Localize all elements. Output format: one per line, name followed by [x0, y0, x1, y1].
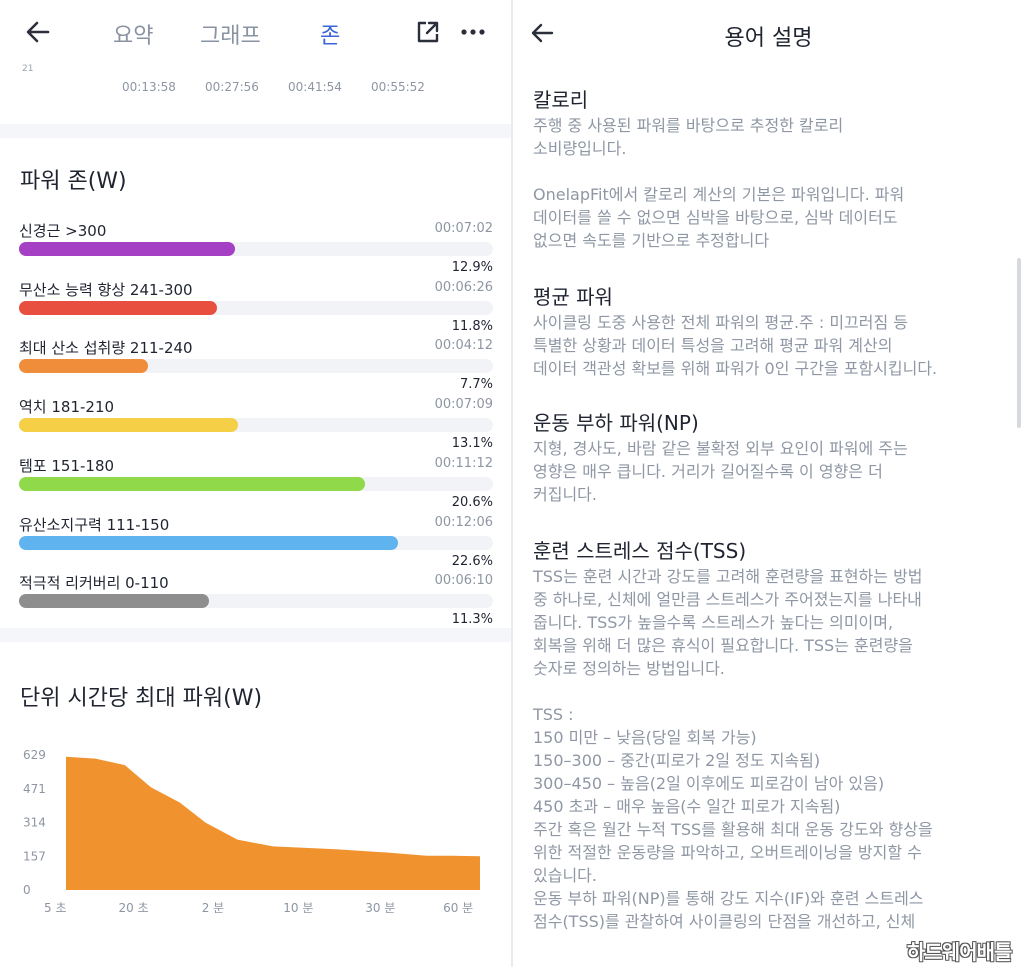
x-tick-label: 20 초 [119, 901, 149, 915]
max-power-area [66, 756, 480, 890]
tab-summary[interactable]: 요약 [113, 24, 154, 49]
x-tick-label: 2 분 [202, 901, 225, 915]
zone-percent: 11.3% [451, 612, 493, 628]
term-heading-calorie: 칼로리 [533, 88, 589, 112]
axis-label-partial: 21 [22, 64, 34, 74]
y-tick-label: 0 [23, 883, 31, 897]
zone-time: 00:07:02 [434, 221, 493, 236]
zone-row: 최대 산소 섭취량 211-240 00:04:12 7.7% [19, 337, 494, 393]
zone-percent: 20.6% [451, 494, 493, 510]
y-tick-label: 471 [23, 782, 46, 796]
zone-bar-fill [19, 242, 235, 256]
zone-time: 00:06:26 [434, 279, 493, 295]
time-tick: 00:27:56 [205, 80, 259, 94]
zone-time: 00:07:09 [434, 397, 493, 413]
zone-label: 템포 151-180 [19, 456, 115, 475]
tab-zone[interactable]: 존 [320, 24, 341, 49]
zone-percent: 12.9% [451, 260, 493, 275]
zone-bar-track [19, 535, 493, 550]
section-divider [0, 124, 511, 138]
zone-time: 00:06:10 [434, 573, 493, 589]
glossary-panel: 용어 설명 칼로리 주행 중 사용된 파워를 바탕으로 추정한 칼로리 소비량입… [513, 0, 1024, 967]
zone-percent: 13.1% [451, 436, 493, 452]
share-icon[interactable] [414, 18, 442, 46]
zone-time: 00:11:12 [434, 455, 493, 471]
zone-row: 역치 181-210 00:07:09 13.1% [19, 396, 494, 452]
x-tick-label: 30 분 [365, 901, 395, 915]
max-power-chart: 629 471 314 157 0 5 초 20 초 2 분 10 분 30 분 60 분 [23, 748, 481, 915]
zone-row: 유산소지구력 111-150 00:12:06 22.6% [19, 514, 494, 570]
zone-label: 무산소 능력 향상 241-300 [19, 280, 193, 299]
x-tick-label: 5 초 [44, 901, 67, 915]
y-tick-label: 629 [23, 748, 46, 762]
term-body-avg-power: 사이클링 도중 사용한 전체 파워의 평균.주 : 미끄러짐 등 특별한 상황과… [533, 313, 938, 378]
zone-bar-track [19, 300, 493, 315]
scrollbar[interactable] [1017, 258, 1021, 428]
tab-graph[interactable]: 그래프 [200, 24, 261, 49]
term-heading-np: 운동 부하 파워(NP) [533, 411, 699, 435]
zone-row: 적극적 리커버리 0-110 00:06:10 11.3% [19, 572, 494, 628]
y-tick-label: 157 [23, 849, 46, 863]
back-arrow-icon[interactable] [22, 16, 54, 48]
zone-bar-fill [19, 418, 238, 433]
x-tick-label: 60 분 [443, 901, 473, 915]
term-heading-avg-power: 평균 파워 [533, 285, 613, 309]
zone-bar-track [19, 418, 493, 433]
glossary-title: 용어 설명 [724, 26, 813, 51]
term-body-tss: TSS는 훈련 시간과 강도를 고려해 훈련량을 표현하는 방법 중 하나로, … [533, 567, 933, 931]
term-body-calorie: 주행 중 사용된 파워를 바탕으로 추정한 칼로리 소비량입니다. Onelap… [533, 116, 905, 250]
time-tick: 00:13:58 [122, 80, 176, 94]
zone-label: 적극적 리커버리 0-110 [19, 574, 169, 593]
zone-label: 역치 181-210 [19, 398, 115, 417]
zone-bar-fill [19, 535, 398, 550]
zone-percent: 22.6% [451, 553, 493, 569]
zone-bar-fill [19, 594, 209, 609]
zone-percent: 7.7% [459, 377, 493, 393]
zone-bar-fill [19, 359, 148, 374]
zone-label: 신경근 >300 [19, 222, 107, 240]
back-arrow-icon[interactable] [527, 18, 557, 48]
zone-time: 00:04:12 [434, 338, 493, 354]
x-tick-label: 10 분 [283, 901, 313, 915]
zone-bar-track [19, 242, 493, 256]
zone-percent: 11.8% [451, 318, 493, 334]
watermark-logo: 하드웨어배틀 [907, 940, 1012, 964]
term-heading-tss: 훈련 스트레스 점수(TSS) [533, 539, 747, 563]
zone-label: 유산소지구력 111-150 [19, 515, 170, 534]
zone-bar-fill [19, 300, 217, 315]
time-tick: 00:41:54 [288, 80, 342, 94]
y-tick-label: 314 [23, 816, 46, 830]
top-bar: 요약 그래프 존 [0, 0, 511, 66]
panel-divider [511, 0, 513, 967]
zone-row: 무산소 능력 향상 241-300 00:06:26 11.8% [19, 279, 494, 335]
zone-panel: 요약 그래프 존 21 00:13:58 00:27:56 00:41:54 0… [0, 0, 511, 967]
zone-bar-track [19, 594, 493, 609]
zone-bar-track [19, 359, 493, 374]
zone-row: 템포 151-180 00:11:12 20.6% [19, 455, 494, 511]
zone-bar-track [19, 476, 493, 491]
power-zone-title: 파워 존(W) [20, 169, 127, 194]
term-body-np: 지형, 경사도, 바람 같은 불확정 외부 요인이 파워에 주는 영향은 매우 … [533, 439, 908, 504]
glossary-top-bar: 용어 설명 [513, 0, 1024, 70]
zone-time: 00:12:06 [434, 514, 493, 530]
max-power-title: 단위 시간당 최대 파워(W) [20, 686, 263, 711]
zone-bar-fill [19, 476, 365, 491]
zone-row: 신경근 >300 00:07:02 12.9% [19, 220, 494, 276]
section-divider [0, 628, 511, 642]
zone-label: 최대 산소 섭취량 211-240 [19, 339, 193, 358]
more-icon[interactable] [460, 18, 488, 46]
time-tick: 00:55:52 [371, 80, 425, 94]
